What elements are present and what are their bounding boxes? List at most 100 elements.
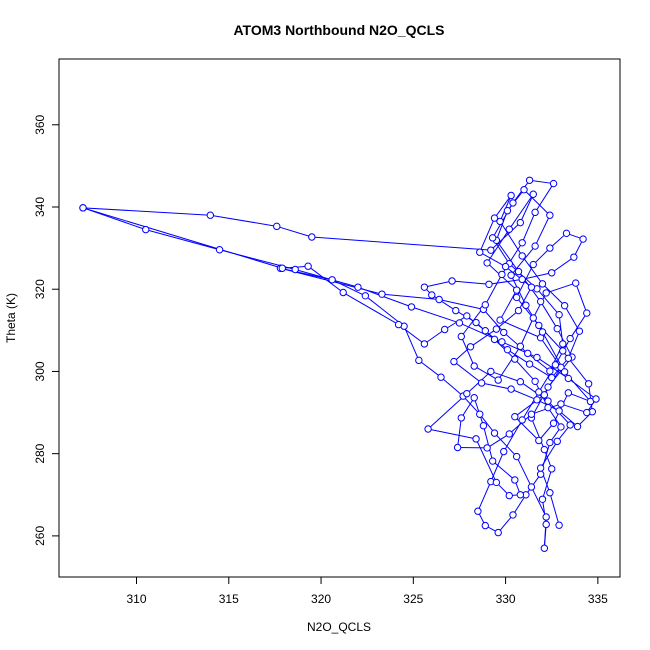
data-point (542, 289, 550, 297)
data-point (531, 208, 539, 217)
data-point (142, 225, 150, 234)
data-point (328, 276, 336, 284)
series-segment (490, 451, 505, 482)
series-segment (342, 292, 399, 326)
series-segment (568, 378, 597, 400)
data-point (435, 295, 443, 304)
series-segment (488, 278, 523, 285)
data-point (507, 191, 515, 200)
series-segment (536, 288, 560, 316)
data-point (496, 316, 504, 324)
data-point (542, 513, 550, 521)
data-point (544, 403, 552, 412)
series-segment (564, 305, 580, 332)
series-segment (547, 356, 573, 388)
series-segment (439, 299, 484, 310)
data-point (466, 343, 475, 351)
data-point (536, 464, 545, 472)
series-segment (403, 326, 420, 361)
data-point (553, 437, 561, 446)
x-tick-label: 320 (311, 592, 331, 606)
series-segment (508, 413, 532, 435)
data-point (494, 376, 502, 384)
data-point (564, 354, 573, 362)
series-segment (418, 359, 442, 378)
data-point (483, 444, 491, 452)
data-point (509, 511, 517, 519)
data-point (215, 246, 224, 254)
series-segment (499, 289, 518, 321)
data-point (553, 324, 561, 333)
data-point (524, 349, 532, 358)
data-point (579, 235, 587, 243)
y-tick-label: 360 (33, 114, 47, 134)
data-point (440, 325, 449, 334)
series-segment (551, 256, 575, 274)
data-point (525, 176, 534, 184)
data-point (584, 380, 593, 388)
data-point (457, 414, 465, 422)
data-point (572, 279, 580, 287)
data-point (463, 389, 471, 398)
series-segment (547, 407, 562, 428)
data-point (520, 186, 528, 194)
series-segment (82, 207, 146, 231)
series-segment (479, 413, 495, 434)
series-segment (521, 255, 543, 285)
data-point (361, 292, 370, 300)
series-segment (549, 232, 567, 249)
data-point (514, 267, 523, 276)
series-segment (534, 183, 554, 213)
data-point (555, 407, 563, 415)
x-tick-label: 315 (219, 592, 239, 606)
data-point (592, 395, 600, 403)
data-point (457, 332, 465, 341)
series-segment (481, 382, 512, 390)
data-point (450, 357, 458, 366)
series-segment (534, 215, 551, 247)
data-point (512, 286, 521, 294)
data-point (546, 367, 554, 375)
data-point (555, 521, 563, 529)
data-point (560, 301, 569, 310)
series-segment (540, 441, 558, 469)
data-point (531, 242, 539, 250)
data-point (548, 373, 556, 382)
series-segment (311, 236, 491, 251)
series-segment (546, 282, 576, 294)
data-point (546, 244, 554, 252)
data-point (490, 429, 499, 437)
data-point (477, 379, 486, 387)
series-segment (276, 225, 312, 238)
series-segment (357, 286, 412, 308)
data-point (472, 435, 480, 443)
series-segment (568, 392, 591, 402)
data-point (490, 214, 499, 222)
series-segment (483, 309, 505, 333)
series-segment (453, 361, 482, 384)
series-segment (460, 336, 475, 367)
y-tick-label: 340 (33, 197, 47, 217)
x-tick-label: 330 (496, 592, 516, 606)
data-point (536, 470, 545, 478)
series-segment (462, 395, 481, 415)
data-point (514, 306, 523, 315)
data-point (453, 443, 462, 452)
data-point (551, 361, 560, 369)
data-point (548, 269, 556, 277)
series-segment (516, 456, 532, 488)
y-axis: 260 280 300 320 340 360 (33, 114, 60, 546)
data-point (503, 345, 512, 354)
series-segment (499, 319, 541, 339)
data-point (304, 262, 312, 270)
series-segment (514, 358, 536, 382)
data-point (518, 416, 526, 424)
data-point (437, 373, 445, 381)
data-point (533, 353, 541, 362)
data-point (559, 340, 567, 348)
data-point (527, 410, 536, 418)
series-segment (424, 329, 445, 345)
data-point (527, 483, 536, 491)
data-point (535, 321, 543, 330)
series-segment (519, 317, 534, 347)
